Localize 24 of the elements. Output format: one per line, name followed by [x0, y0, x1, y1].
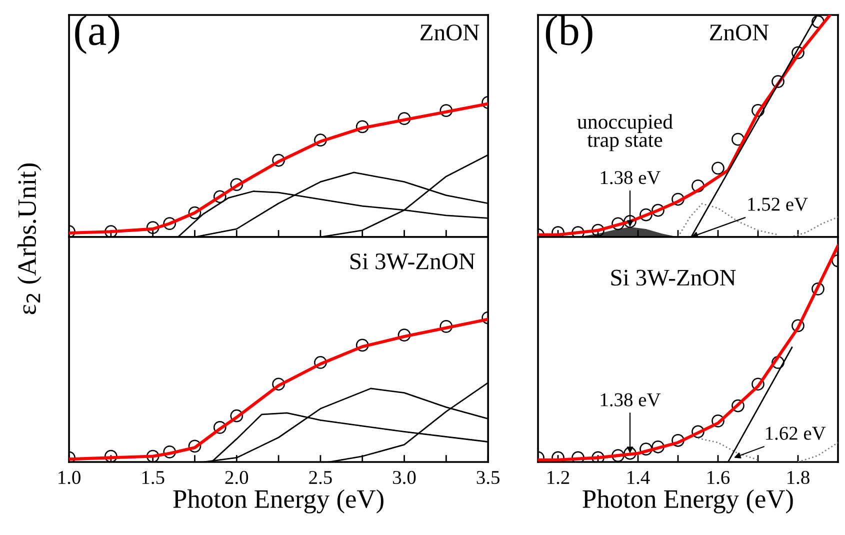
x-axis-title: Photon Energy (eV) [582, 489, 793, 514]
x-tick-label: 3.0 [393, 470, 416, 484]
text: Si 3W-ZnON [350, 254, 475, 270]
text: (a) [75, 14, 120, 54]
x-tick-label: 1.4 [628, 471, 650, 484]
y-axis-title: ε$_{2}$ (Arbs.Unit) [17, 163, 42, 314]
annotation: unoccupied trap state [577, 114, 673, 152]
x-tick-label: 1.6 [708, 470, 730, 484]
annotation: 1.62 eV [766, 426, 826, 440]
x-tick-label: 1.0 [58, 470, 80, 484]
x-tick-label: 1.8 [788, 470, 810, 484]
annotation: 1.52 eV [748, 198, 808, 211]
x-tick-label: 3.5 [476, 470, 500, 484]
x-tick-label: 2.0 [225, 470, 248, 484]
text: ZnON [420, 24, 480, 40]
annotation: 1.38 eV [600, 393, 661, 406]
x-tick-label: 1.5 [142, 471, 164, 484]
annotation: Si 3W-ZnON [611, 270, 736, 286]
annotation: ZnON [710, 24, 769, 40]
x-tick-label: 1.2 [548, 470, 570, 484]
x-axis-title: Photon Energy (eV) [173, 489, 384, 514]
annotation: 1.38 eV [600, 171, 661, 184]
annotation: (b) [546, 14, 592, 54]
x-tick-label: 2.5 [309, 470, 332, 484]
